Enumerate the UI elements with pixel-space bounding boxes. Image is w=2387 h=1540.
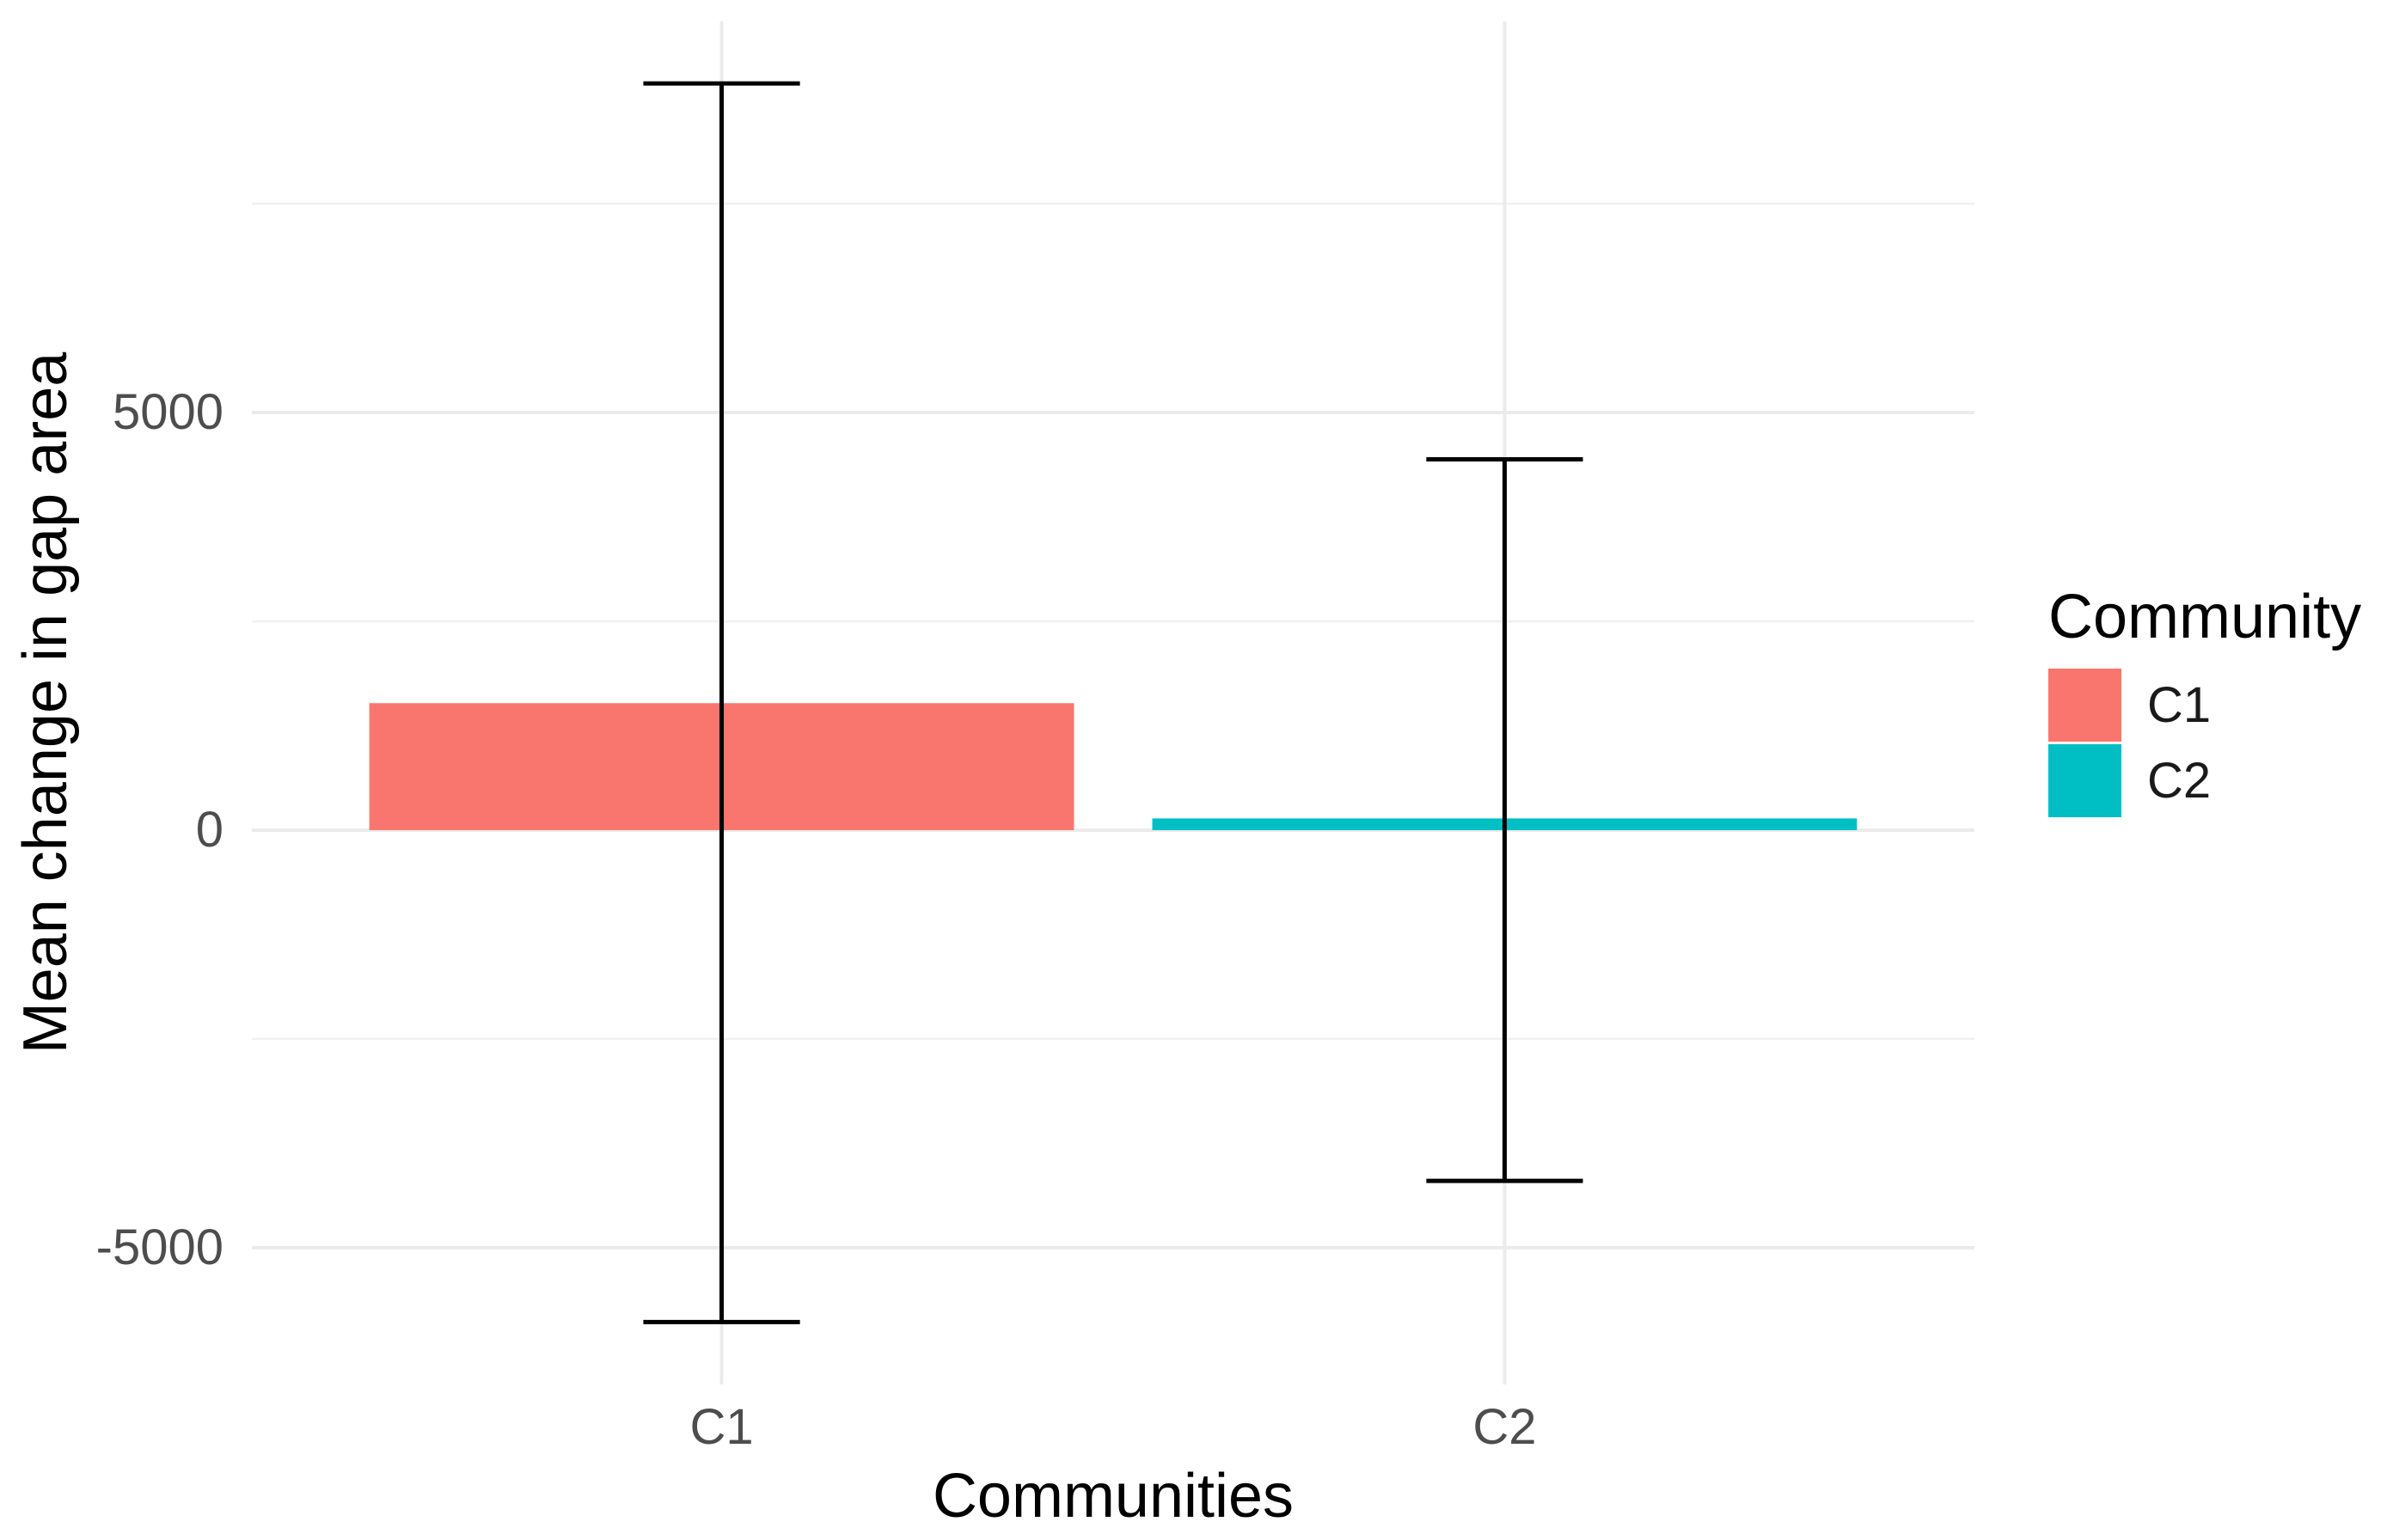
legend-label-C2: C2 xyxy=(2147,752,2212,809)
x-tick-label-C2: C2 xyxy=(1472,1399,1537,1455)
legend-title: Community xyxy=(2048,583,2362,651)
legend-entries: C1 C2 xyxy=(2048,669,2361,817)
legend: Community C1 C2 xyxy=(2048,581,2361,820)
y-tick-label-5000: 5000 xyxy=(112,384,223,441)
x-axis-title: Communities xyxy=(932,1462,1294,1531)
y-axis-title: Mean change in gap area xyxy=(11,351,80,1054)
legend-label-C1: C1 xyxy=(2147,676,2212,733)
legend-entry-C2: C2 xyxy=(2048,744,2361,817)
legend-swatch-C1 xyxy=(2048,669,2121,742)
legend-swatch-C2 xyxy=(2048,744,2121,817)
y-tick-label-0: 0 xyxy=(195,801,223,858)
legend-entry-C1: C1 xyxy=(2048,669,2361,742)
y-tick-label--5000: -5000 xyxy=(95,1219,223,1275)
x-tick-label-C1: C1 xyxy=(689,1399,754,1455)
